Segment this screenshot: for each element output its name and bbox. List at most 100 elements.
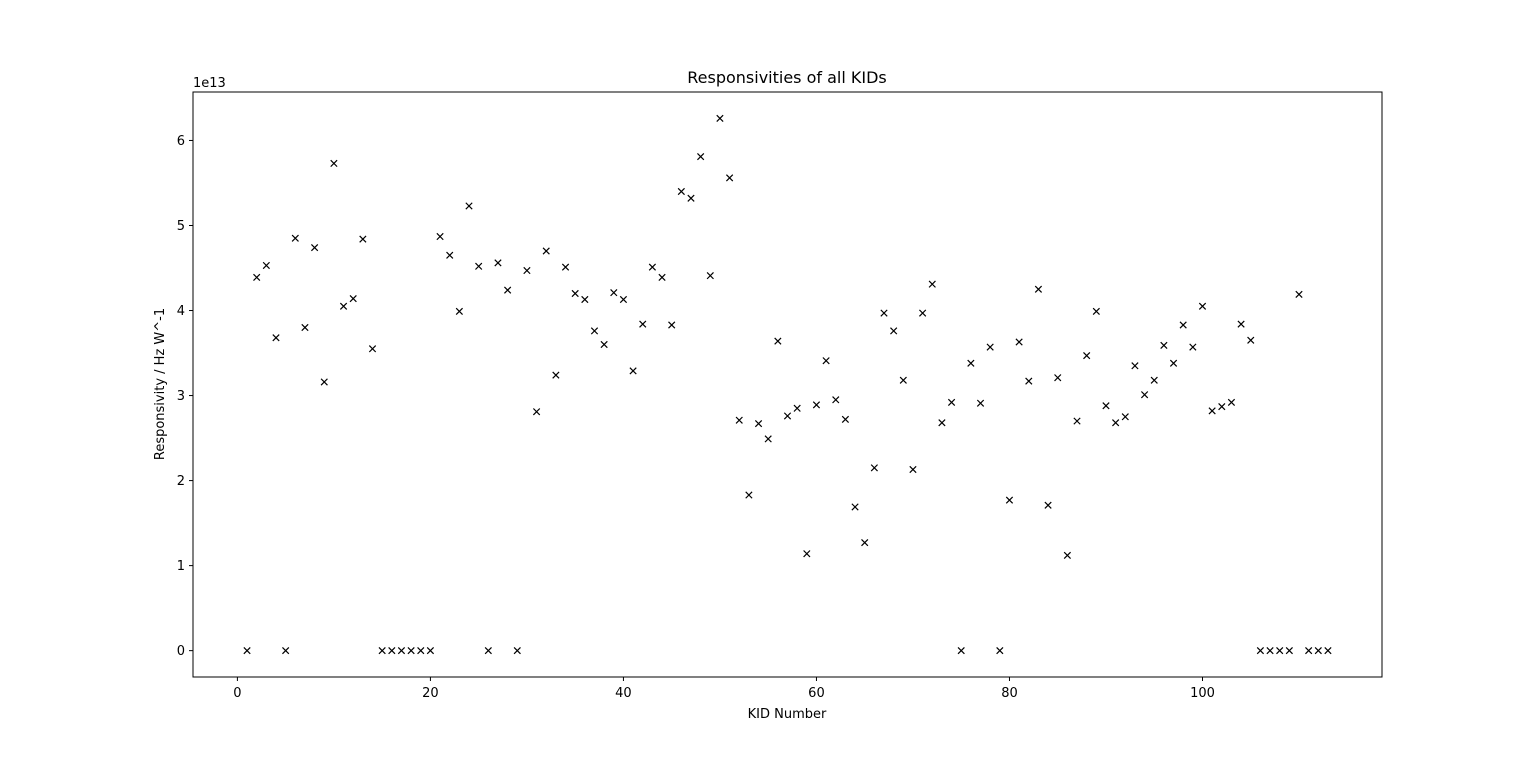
data-point-marker xyxy=(1025,377,1033,385)
data-point-marker xyxy=(1285,647,1293,655)
data-point-marker xyxy=(253,273,261,281)
data-point-marker xyxy=(388,647,396,655)
y-axis-ticks: 0 1 2 3 4 5 6 xyxy=(177,134,193,659)
data-point-marker xyxy=(986,343,994,351)
data-point-marker xyxy=(1140,391,1149,399)
data-point-marker xyxy=(832,396,840,404)
data-point-marker xyxy=(407,647,415,655)
data-point-marker xyxy=(1054,374,1062,382)
data-point-marker xyxy=(1208,407,1216,415)
data-point-marker xyxy=(1131,362,1139,370)
data-point-marker xyxy=(494,259,502,267)
y-axis-label: Responsivity / Hz W^-1 xyxy=(153,308,168,460)
data-point-marker xyxy=(793,404,801,412)
data-point-marker xyxy=(1276,647,1284,655)
data-point-marker xyxy=(803,550,811,558)
data-point-marker xyxy=(899,376,907,384)
data-point-marker xyxy=(301,323,309,332)
data-point-marker xyxy=(272,334,280,342)
data-point-marker xyxy=(1324,647,1332,655)
data-point-marker xyxy=(581,295,589,304)
data-point-marker xyxy=(890,327,898,335)
y-tick-label: 2 xyxy=(177,474,185,489)
data-point-marker xyxy=(938,419,946,427)
data-point-marker xyxy=(822,357,830,365)
data-point-marker xyxy=(754,419,763,428)
data-point-marker xyxy=(880,309,888,317)
data-point-marker xyxy=(687,194,695,202)
data-point-marker xyxy=(1256,647,1265,655)
data-point-marker xyxy=(1015,338,1023,346)
data-point-marker xyxy=(310,243,319,252)
y-tick-label: 6 xyxy=(177,134,185,149)
y-tick-label: 5 xyxy=(177,219,185,234)
data-point-marker xyxy=(1237,320,1245,328)
data-point-marker xyxy=(639,320,647,328)
data-point-marker xyxy=(1102,402,1110,410)
data-point-marker xyxy=(1198,302,1207,310)
data-point-marker xyxy=(465,202,473,210)
data-point-marker xyxy=(1305,647,1313,655)
data-point-marker xyxy=(735,416,743,424)
data-point-marker xyxy=(475,262,483,270)
data-point-marker xyxy=(996,647,1004,655)
data-point-marker xyxy=(1218,402,1226,411)
data-point-marker xyxy=(1121,413,1129,421)
data-point-marker xyxy=(600,340,608,349)
data-point-marker xyxy=(542,247,550,255)
data-point-marker xyxy=(446,251,454,259)
data-point-marker xyxy=(812,401,821,409)
data-point-marker xyxy=(417,647,425,655)
data-point-marker xyxy=(909,465,917,474)
x-axis-ticks: 0 20 40 60 80 100 xyxy=(233,677,1215,701)
data-point-marker xyxy=(426,647,435,655)
data-point-marker xyxy=(745,491,753,499)
data-point-marker xyxy=(1227,398,1236,406)
data-point-marker xyxy=(513,647,521,655)
y-offset-label: 1e13 xyxy=(193,76,226,91)
data-point-marker xyxy=(1150,376,1158,384)
data-point-marker xyxy=(861,539,869,547)
data-point-marker xyxy=(1179,321,1187,329)
data-point-marker xyxy=(764,435,772,443)
data-point-marker xyxy=(928,280,936,288)
data-point-marker xyxy=(291,234,299,242)
data-point-marker xyxy=(1247,336,1255,344)
y-tick-label: 1 xyxy=(177,559,185,574)
data-point-marker xyxy=(610,289,618,297)
data-point-marker xyxy=(677,187,685,196)
data-point-marker xyxy=(1092,307,1100,315)
data-point-marker xyxy=(648,263,657,271)
plot-area-frame xyxy=(192,91,1383,678)
data-point-marker xyxy=(957,647,965,655)
data-point-marker xyxy=(349,294,357,303)
data-point-marker xyxy=(870,464,878,472)
data-point-marker xyxy=(1005,496,1014,504)
x-tick-label: 80 xyxy=(1001,686,1018,701)
data-point-marker xyxy=(947,398,956,406)
y-tick-label: 0 xyxy=(177,644,185,659)
data-point-marker xyxy=(658,273,666,281)
data-point-marker xyxy=(330,159,338,168)
data-point-marker xyxy=(1073,417,1081,425)
data-point-marker xyxy=(783,412,792,420)
data-point-marker xyxy=(1160,341,1168,350)
x-tick-label: 60 xyxy=(808,686,825,701)
data-point-marker xyxy=(1169,359,1178,367)
data-point-marker xyxy=(1314,647,1322,655)
data-point-marker xyxy=(1189,343,1197,351)
data-point-marker xyxy=(561,263,570,271)
data-point-marker xyxy=(851,503,859,511)
data-point-marker xyxy=(282,647,290,655)
y-tick-label: 3 xyxy=(177,389,185,404)
data-point-marker xyxy=(967,359,975,367)
x-tick-label: 40 xyxy=(615,686,632,701)
x-axis-label: KID Number xyxy=(748,707,827,722)
data-point-marker xyxy=(697,152,705,161)
data-point-marker xyxy=(706,272,714,280)
data-point-marker xyxy=(1266,647,1274,655)
data-point-marker xyxy=(918,309,927,317)
data-point-marker xyxy=(455,307,463,315)
data-point-marker xyxy=(774,337,782,345)
